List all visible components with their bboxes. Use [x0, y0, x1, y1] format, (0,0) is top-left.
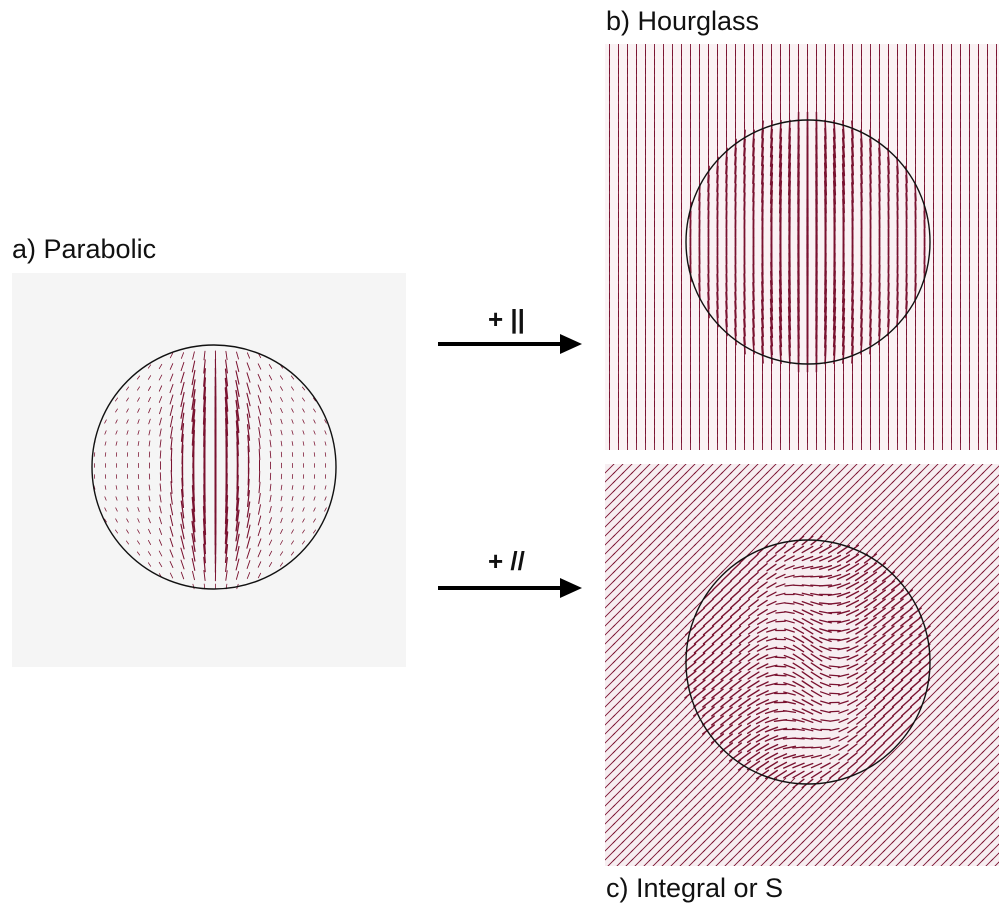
integral-field-panel: [605, 464, 999, 866]
panel-b-background: [605, 44, 999, 450]
vector-field-c: [605, 464, 999, 866]
panel-c-label: c) Integral or S: [606, 873, 784, 903]
panel-c-background: [605, 464, 999, 866]
circle-b: [685, 119, 931, 365]
circle-a: [91, 344, 337, 590]
right-arrow-icon: [438, 578, 582, 598]
vector-field-a: [93, 350, 327, 590]
hourglass-field-panel: [605, 44, 999, 450]
diagonal-field-label: + //: [488, 546, 525, 576]
vector-field-b: [609, 44, 997, 450]
panel-a-label: a) Parabolic: [12, 234, 157, 264]
panel-a-background: [12, 273, 406, 667]
right-arrow-icon: [438, 334, 582, 354]
panel-b-label: b) Hourglass: [606, 6, 760, 36]
parabolic-field-panel: [12, 273, 406, 667]
circle-c: [685, 539, 931, 785]
parallel-field-label: + ||: [488, 304, 525, 334]
